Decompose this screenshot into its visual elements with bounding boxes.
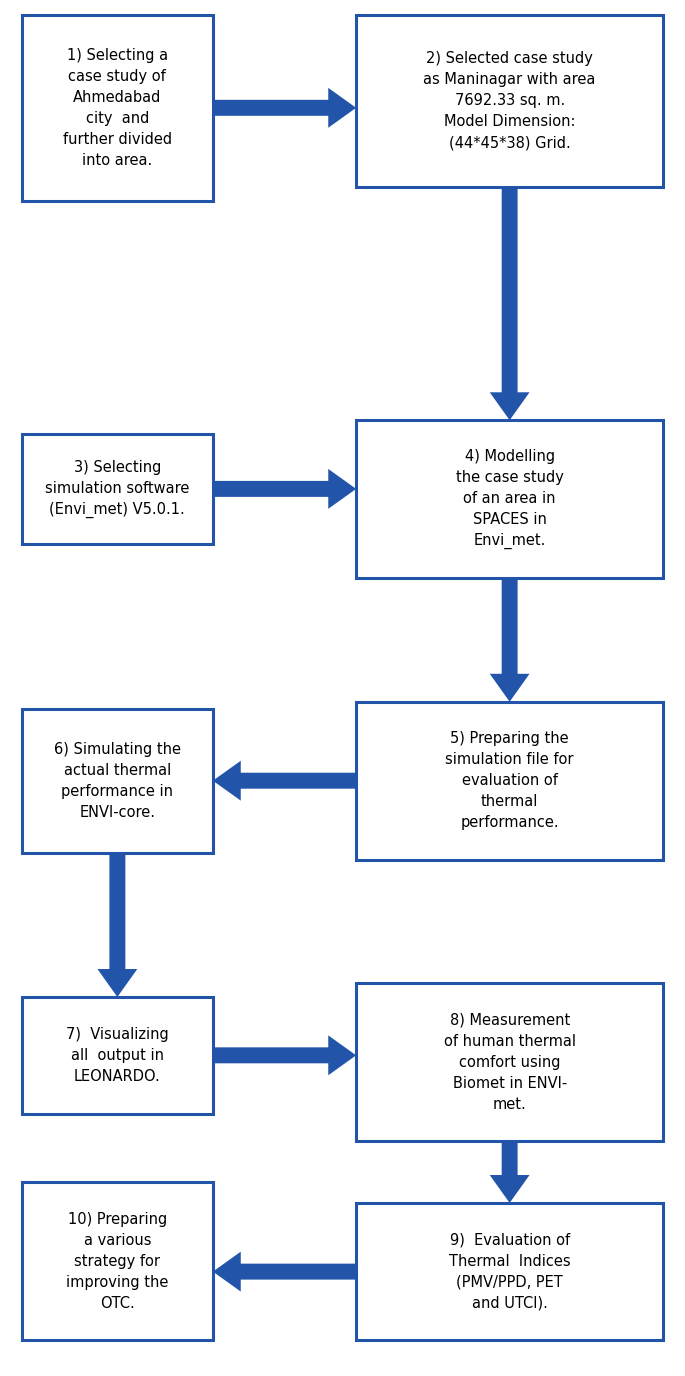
Text: 3) Selecting
simulation software
(Envi_met) V5.0.1.: 3) Selecting simulation software (Envi_m… — [45, 460, 190, 517]
Polygon shape — [490, 578, 530, 702]
Polygon shape — [213, 88, 356, 128]
Text: 7)  Visualizing
all  output in
LEONARDO.: 7) Visualizing all output in LEONARDO. — [66, 1026, 169, 1084]
Polygon shape — [213, 1035, 356, 1075]
Polygon shape — [490, 1141, 530, 1203]
Polygon shape — [213, 1252, 356, 1292]
FancyBboxPatch shape — [356, 984, 663, 1141]
Polygon shape — [213, 469, 356, 509]
Polygon shape — [213, 761, 356, 801]
FancyBboxPatch shape — [356, 1203, 663, 1340]
Polygon shape — [490, 187, 530, 420]
Text: 2) Selected case study
as Maninagar with area
7692.33 sq. m.
Model Dimension:
(4: 2) Selected case study as Maninagar with… — [423, 51, 596, 150]
FancyBboxPatch shape — [22, 433, 213, 544]
Text: 4) Modelling
the case study
of an area in
SPACES in
Envi_met.: 4) Modelling the case study of an area i… — [456, 449, 564, 549]
Polygon shape — [97, 853, 137, 998]
Text: 8) Measurement
of human thermal
comfort using
Biomet in ENVI-
met.: 8) Measurement of human thermal comfort … — [444, 1013, 575, 1112]
FancyBboxPatch shape — [356, 15, 663, 187]
Text: 10) Preparing
a various
strategy for
improving the
OTC.: 10) Preparing a various strategy for imp… — [66, 1212, 169, 1311]
FancyBboxPatch shape — [356, 702, 663, 860]
FancyBboxPatch shape — [22, 709, 213, 853]
FancyBboxPatch shape — [356, 420, 663, 578]
Text: 9)  Evaluation of
Thermal  Indices
(PMV/PPD, PET
and UTCI).: 9) Evaluation of Thermal Indices (PMV/PP… — [449, 1233, 571, 1310]
FancyBboxPatch shape — [22, 15, 213, 201]
Text: 5) Preparing the
simulation file for
evaluation of
thermal
performance.: 5) Preparing the simulation file for eva… — [445, 731, 574, 830]
Text: 6) Simulating the
actual thermal
performance in
ENVI-core.: 6) Simulating the actual thermal perform… — [54, 742, 181, 820]
FancyBboxPatch shape — [22, 1182, 213, 1340]
Text: 1) Selecting a
case study of
Ahmedabad
city  and
further divided
into area.: 1) Selecting a case study of Ahmedabad c… — [63, 48, 172, 168]
FancyBboxPatch shape — [22, 998, 213, 1113]
